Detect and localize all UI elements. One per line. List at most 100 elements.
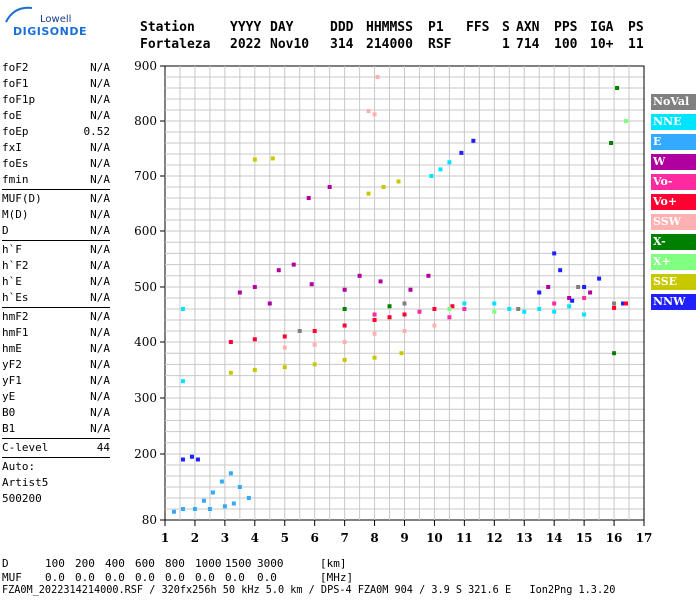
header-label-0: Station	[140, 20, 195, 35]
data-point	[282, 334, 287, 339]
data-point	[312, 342, 317, 347]
data-point	[624, 119, 629, 123]
x-tick-label: 9	[400, 531, 408, 545]
param-name: h`F2	[2, 259, 29, 272]
data-point	[552, 301, 557, 306]
row-value: 100	[45, 557, 65, 570]
param-name: foEp	[2, 125, 29, 138]
data-point	[459, 150, 464, 155]
row-value: 3000	[257, 557, 284, 570]
param-name: yF2	[2, 358, 22, 371]
x-tick-label: 2	[191, 531, 199, 545]
header-value-10: 10+	[590, 37, 614, 52]
header-value-3: 314	[330, 37, 354, 52]
data-point	[612, 305, 617, 310]
x-tick-label: 10	[426, 531, 443, 545]
x-tick-label: 16	[606, 531, 623, 545]
param-row: foEs N/A	[2, 156, 110, 172]
param-name: B0	[2, 406, 16, 419]
param-value: N/A	[90, 173, 110, 186]
data-point	[450, 304, 455, 309]
row-value: 600	[135, 557, 155, 570]
row-value: 200	[75, 557, 95, 570]
param-value: N/A	[90, 93, 110, 106]
data-point	[219, 479, 224, 484]
data-point	[252, 157, 257, 162]
header-label-3: DDD	[330, 20, 354, 35]
param-value: N/A	[90, 157, 110, 170]
x-tick-label: 14	[546, 531, 563, 545]
data-point	[558, 268, 563, 273]
row-value: 0.0	[257, 571, 277, 584]
logo-lowell: Lowell	[40, 14, 72, 25]
data-point	[624, 301, 629, 306]
param-value: N/A	[90, 342, 110, 355]
param-row: hmE N/A	[2, 341, 110, 357]
data-point	[237, 485, 242, 489]
data-point	[516, 307, 521, 311]
param-name: D	[2, 224, 9, 237]
param-value: N/A	[90, 61, 110, 74]
data-point	[222, 504, 227, 509]
data-point	[171, 509, 176, 514]
row-value: 0.0	[45, 571, 65, 584]
data-point	[342, 323, 347, 328]
data-point	[252, 337, 257, 342]
data-point	[291, 262, 296, 267]
data-point	[492, 301, 497, 306]
data-point	[372, 112, 377, 117]
header-value-4: 214000	[366, 37, 413, 52]
param-name: foF1	[2, 77, 29, 90]
auto-line: Artist5	[2, 476, 49, 489]
data-point	[231, 501, 236, 506]
x-tick-label: 4	[251, 531, 259, 545]
param-name: B1	[2, 422, 16, 435]
legend-item: NoVal	[651, 94, 696, 110]
x-tick-label: 1	[161, 531, 169, 545]
data-point	[576, 285, 581, 289]
param-name: foE	[2, 109, 22, 122]
row-value: 0.0	[135, 571, 155, 584]
param-row: foF1p N/A	[2, 92, 110, 108]
param-value: N/A	[90, 358, 110, 371]
data-point	[396, 179, 401, 184]
legend-item: NNE	[651, 114, 696, 130]
param-row: yE N/A	[2, 389, 110, 405]
param-row: B1 N/A	[2, 421, 110, 437]
data-point	[552, 309, 557, 314]
data-point	[189, 454, 194, 459]
param-value: N/A	[90, 390, 110, 403]
y-tick-label: 400	[134, 335, 157, 349]
header-label-2: DAY	[270, 20, 294, 35]
header-label-4: HHMMSS	[366, 20, 413, 35]
param-name: h`E	[2, 275, 22, 288]
legend-item: Vo-	[651, 174, 696, 190]
param-value: N/A	[90, 291, 110, 304]
header-label-1: YYYY	[230, 20, 262, 35]
param-value: N/A	[90, 310, 110, 323]
param-row: yF2 N/A	[2, 357, 110, 373]
param-value: N/A	[90, 141, 110, 154]
header-label-8: AXN	[516, 20, 540, 35]
param-separator	[2, 307, 110, 308]
row-value: 800	[165, 557, 185, 570]
data-point	[372, 331, 377, 336]
param-name: yF1	[2, 374, 22, 387]
y-tick-label: 80	[142, 513, 157, 527]
data-point	[342, 340, 347, 344]
data-point	[612, 301, 617, 306]
data-point	[366, 191, 371, 196]
param-name: yE	[2, 390, 16, 403]
header-label-6: FFS	[466, 20, 490, 35]
data-point	[387, 304, 392, 309]
data-point	[372, 312, 377, 317]
digisonde-logo-arc	[5, 6, 33, 23]
data-point	[372, 355, 377, 360]
data-point	[342, 287, 347, 292]
param-row: hmF1 N/A	[2, 325, 110, 341]
data-point	[366, 109, 371, 114]
param-value: N/A	[90, 275, 110, 288]
header-value-2: Nov10	[270, 37, 310, 52]
param-separator	[2, 457, 110, 458]
header-value-7: 1	[502, 37, 510, 52]
